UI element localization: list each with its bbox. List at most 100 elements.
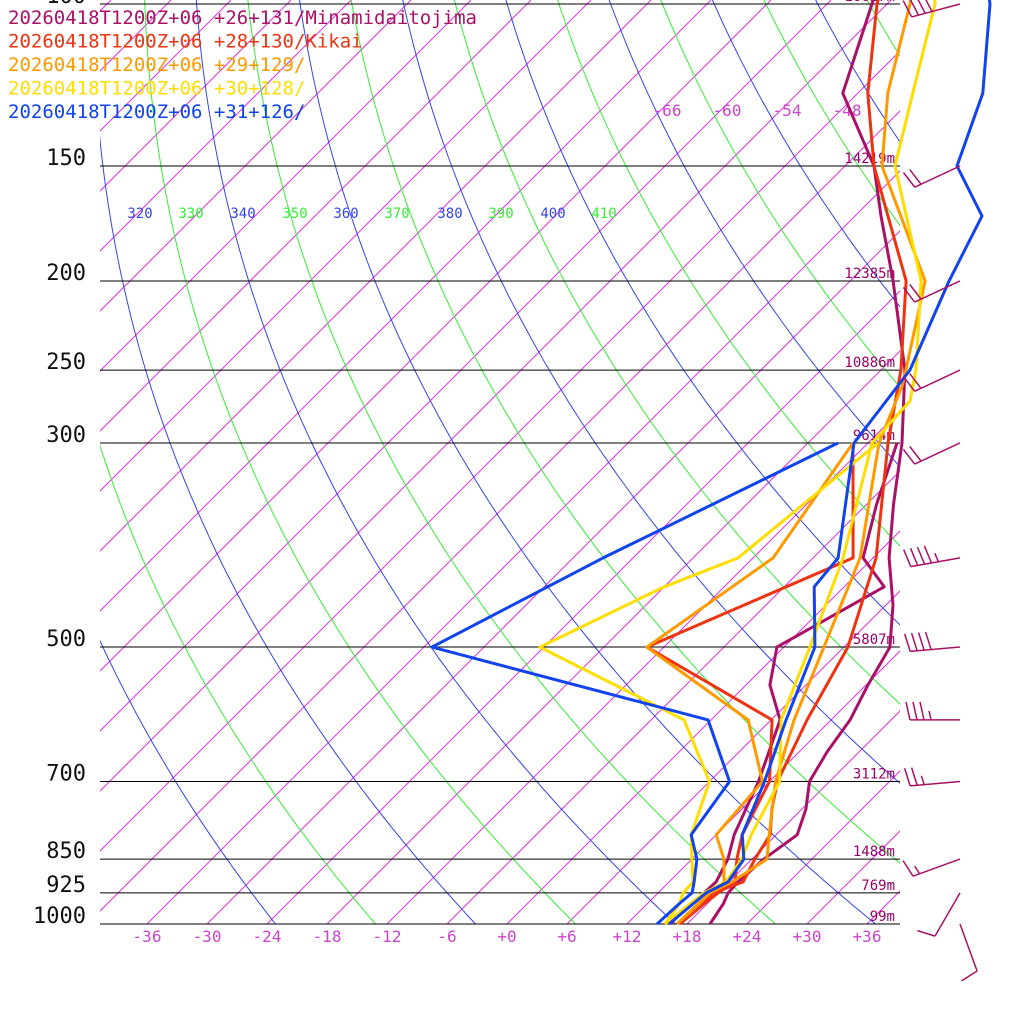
isotherm-line — [566, 590, 900, 924]
pressure-tick-label: 925 — [46, 873, 86, 898]
wind-barb — [902, 442, 961, 465]
wind-barb-staff — [914, 280, 961, 303]
wind-barb-staff — [911, 3, 961, 18]
wind-barb-half-feather — [920, 775, 925, 785]
wind-barb-half-feather — [914, 865, 921, 875]
isotherm-line — [100, 0, 352, 252]
isotherm-line — [206, 230, 900, 924]
sounding-series — [668, 0, 907, 926]
isotherm-line — [100, 0, 292, 192]
sounding-series — [538, 0, 937, 926]
legend-entry: 20260418T1200Z+06 +26+131/Minamidaitojim… — [8, 7, 477, 29]
wind-barb-feather — [902, 172, 916, 188]
temperature-tick-label: +30 — [793, 927, 822, 946]
height-label: 16627m — [844, 0, 895, 5]
pressure-tick-label: 200 — [46, 261, 86, 286]
dry-adiabat-line — [100, 639, 276, 924]
wind-barb-staff — [914, 442, 961, 465]
wind-barb-feather — [924, 631, 932, 650]
dewpoint-profile-line — [645, 442, 855, 926]
wind-barb — [903, 767, 961, 787]
wind-barb — [902, 0, 961, 18]
wind-barb-feather — [903, 768, 911, 787]
wind-barb-staff — [914, 165, 961, 188]
wind-barb-feather — [909, 284, 922, 300]
sounding-profiles — [430, 0, 992, 926]
wind-barb-half-feather — [934, 552, 940, 563]
temperature-tick-label: +36 — [853, 927, 882, 946]
wind-barb — [902, 280, 961, 303]
wind-barb-feather — [902, 449, 916, 465]
wind-barb-feather — [912, 701, 918, 721]
wind-barb-staff — [912, 858, 961, 877]
pressure-tick-label: 1000 — [33, 904, 86, 929]
theta-label: 360 — [333, 206, 358, 222]
wind-barb-feather — [902, 0, 913, 18]
dry-adiabat-line — [660, 0, 900, 388]
isobar-lines — [100, 3, 900, 925]
wind-barb-staff — [959, 923, 978, 972]
isotherm-line — [100, 50, 900, 852]
wind-barb — [905, 701, 960, 721]
temperature-tick-label: -6 — [437, 927, 456, 946]
wind-barb-feather — [917, 632, 925, 651]
legend-entry: 20260418T1200Z+06 +28+130/Kikai — [8, 31, 363, 53]
pressure-tick-label: 700 — [46, 761, 86, 786]
temperature-tick-label: +12 — [613, 927, 642, 946]
wind-barb-feather — [919, 701, 925, 721]
dry-adiabat-line — [608, 0, 900, 468]
theta-label: 340 — [230, 206, 255, 222]
dry-adiabat-line — [100, 444, 376, 924]
wind-barb — [959, 923, 978, 982]
wind-barb-feather — [909, 373, 922, 389]
isotherm-line — [686, 710, 900, 924]
wind-barb-feather — [905, 701, 911, 721]
dry-adiabat-line — [350, 0, 900, 864]
wind-barb-feather — [917, 929, 936, 937]
isotherm-line — [927, 0, 1024, 924]
wind-barb-feather — [902, 286, 916, 303]
pressure-tick-label: 150 — [46, 146, 86, 171]
wind-barb-feather — [909, 0, 920, 16]
sounding-series — [430, 0, 992, 926]
isotherm-line — [100, 0, 412, 312]
isotherm-line — [100, 0, 472, 372]
theta-label: 350 — [282, 206, 307, 222]
isotherm-line — [100, 0, 772, 672]
isotherm-line — [100, 0, 652, 552]
height-label: 3112m — [853, 766, 895, 782]
wind-barb — [902, 858, 961, 877]
wind-barb-staff — [910, 646, 961, 653]
legend: 20260418T1200Z+06 +26+131/Minamidaitojim… — [8, 7, 477, 123]
wind-barb-feather — [916, 546, 926, 565]
theta-label: 400 — [540, 206, 565, 222]
height-label: 5807m — [853, 632, 895, 648]
wind-barb-feather — [910, 632, 918, 652]
pressure-tick-label: 250 — [46, 350, 86, 375]
upper-isotherm-label: -60 — [713, 101, 742, 120]
wind-barb-feather — [910, 767, 918, 786]
isotherm-line — [146, 170, 900, 924]
wind-barb-feather — [903, 633, 911, 652]
dewpoint-profile-line — [430, 441, 839, 926]
wind-barb — [917, 892, 961, 937]
wind-barb-feather — [909, 169, 922, 185]
theta-label: 370 — [384, 206, 409, 222]
dry-adiabat-line — [144, 0, 576, 924]
theta-label: 320 — [127, 206, 152, 222]
height-label: 769m — [861, 878, 895, 894]
theta-label: 390 — [488, 206, 513, 222]
isotherm-line — [100, 0, 712, 612]
isotherm-line — [100, 0, 232, 132]
wind-barb-feather — [923, 545, 933, 564]
pressure-tick-label: 100 — [46, 0, 86, 9]
wind-barb-feather — [909, 548, 919, 566]
temperature-tick-label: +24 — [733, 927, 762, 946]
temperature-tick-label: -36 — [133, 927, 162, 946]
height-label: 1488m — [853, 844, 895, 860]
legend-entry: 20260418T1200Z+06 +31+126/ — [8, 101, 305, 123]
wind-barb — [902, 369, 961, 392]
isotherm-line — [506, 530, 900, 924]
wind-barb-feather — [909, 446, 922, 462]
